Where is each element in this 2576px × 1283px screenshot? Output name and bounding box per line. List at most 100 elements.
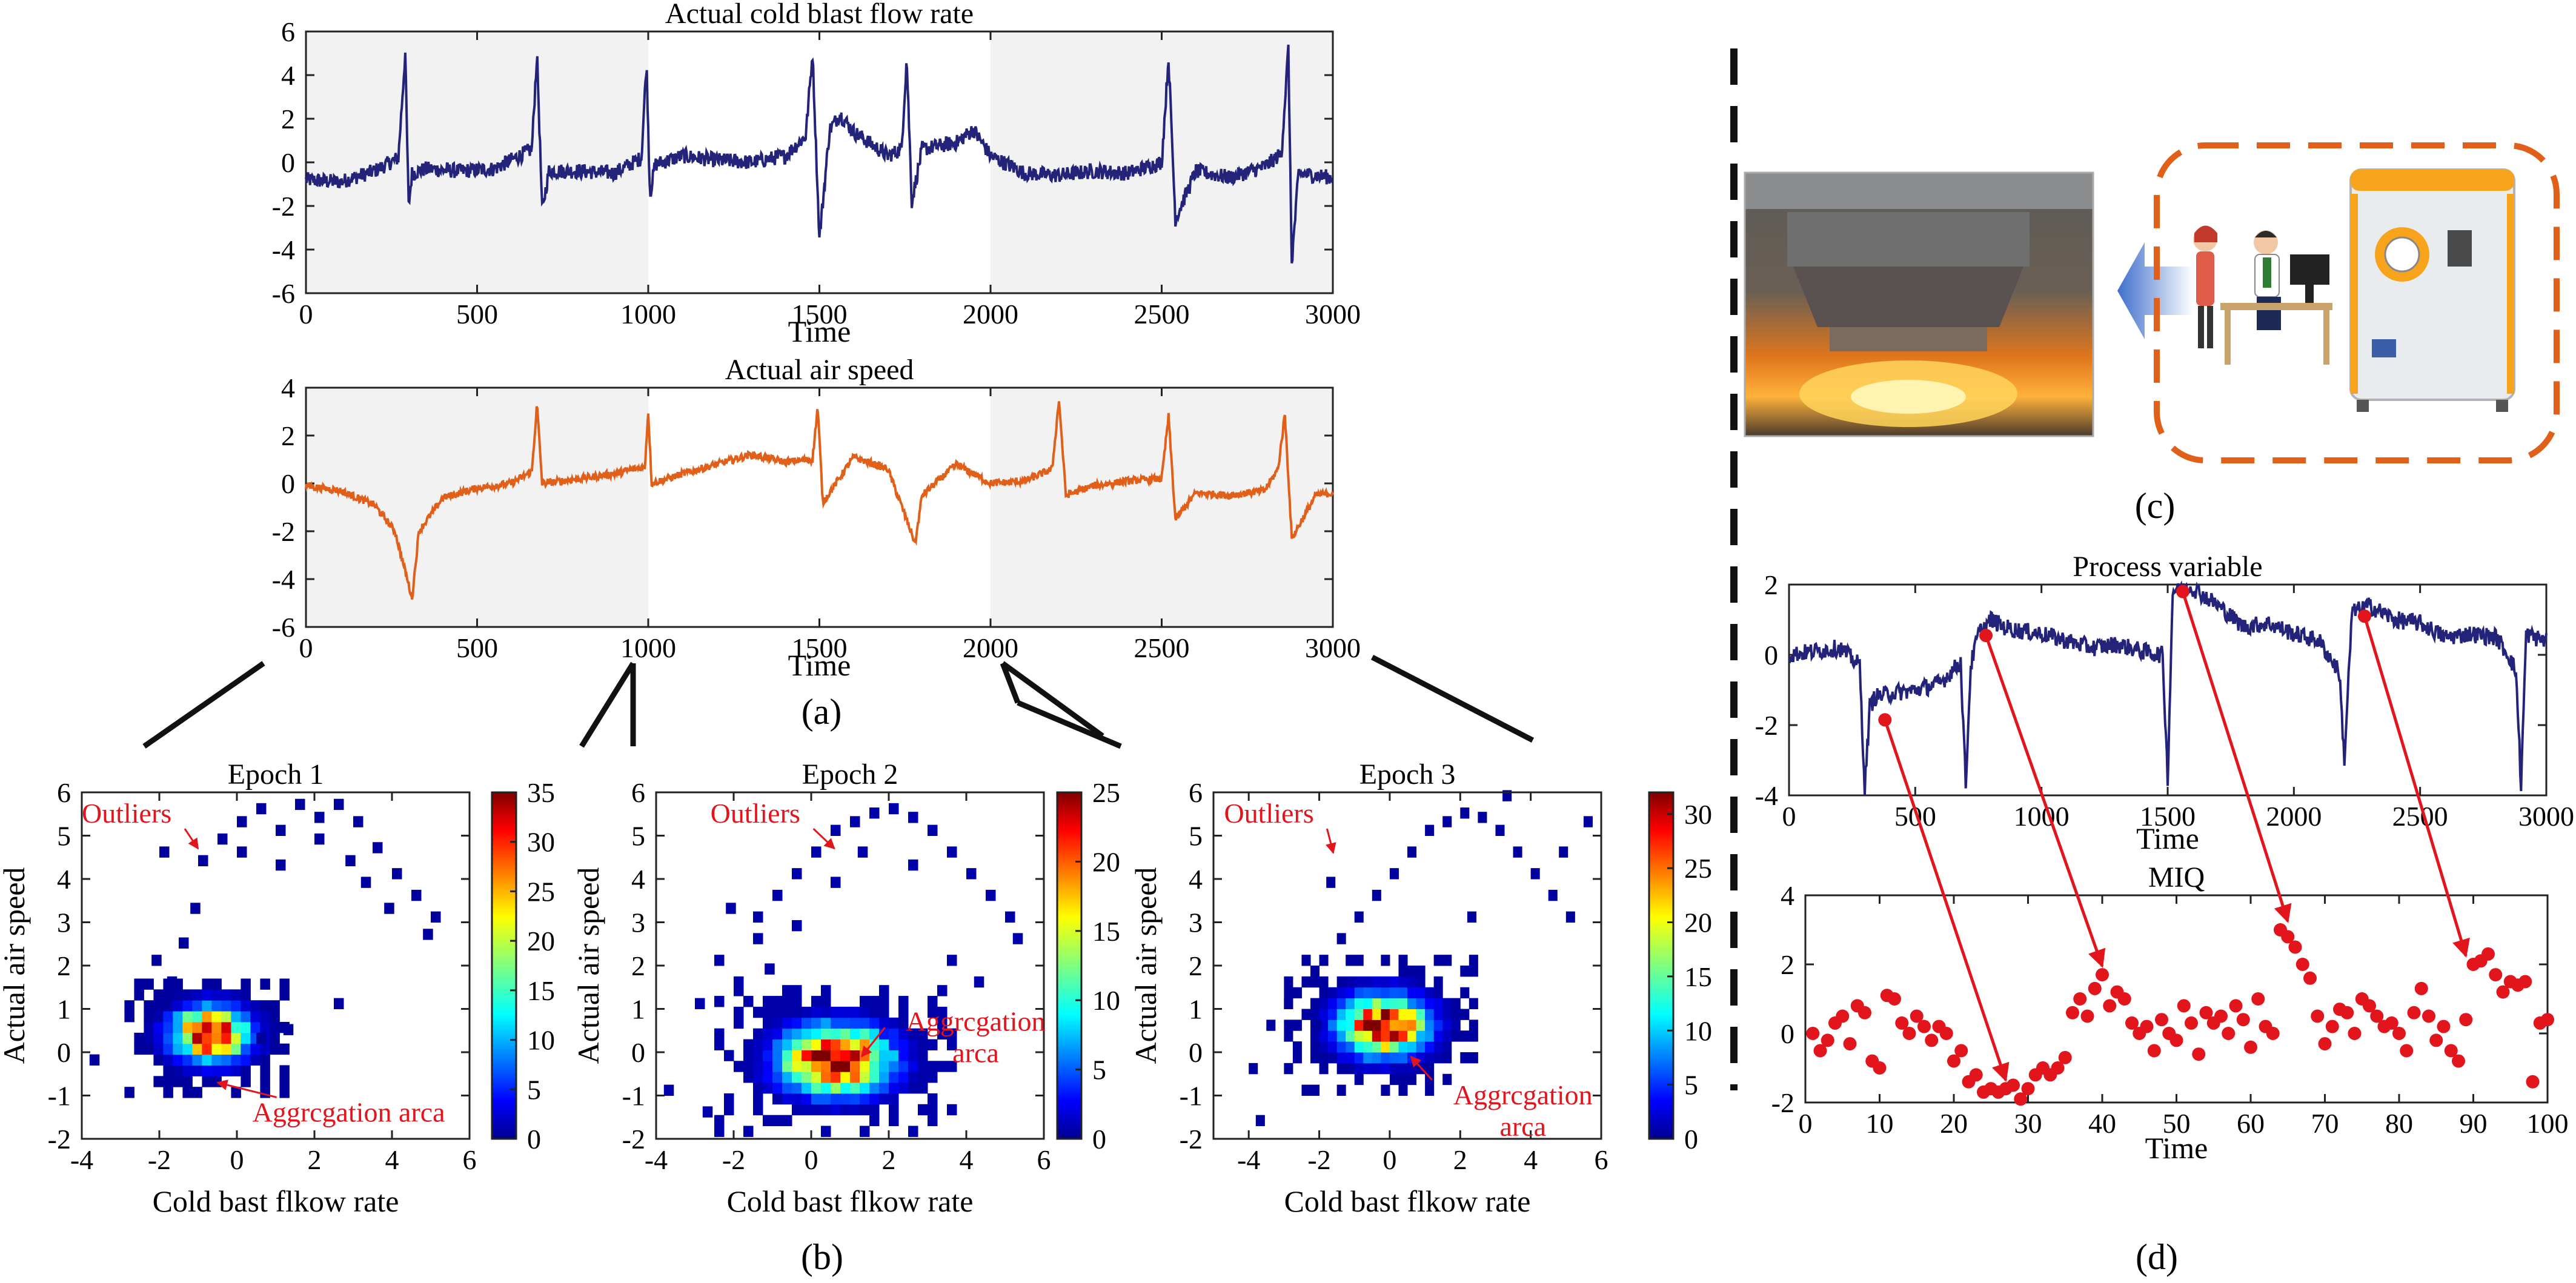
- x-tick-label: 2000: [963, 632, 1018, 663]
- heat-cell: [811, 1017, 822, 1029]
- heat-cell: [889, 1082, 899, 1094]
- y-tick-label: 4: [281, 60, 295, 91]
- heat-cell: [879, 1093, 889, 1105]
- heat-cell: [221, 1043, 231, 1055]
- heat-cell: [802, 1050, 812, 1061]
- left-arrow-icon: [2117, 242, 2193, 339]
- heat-cell: [928, 1115, 938, 1127]
- heat-cell: [889, 1093, 899, 1105]
- heat-cell: [1381, 1019, 1390, 1031]
- heat-cell: [1398, 1052, 1408, 1064]
- heat-cell: [772, 1093, 783, 1105]
- scatter-point: [2073, 992, 2087, 1006]
- heat-cell: [1381, 1009, 1390, 1020]
- heat-cell: [1389, 1052, 1399, 1064]
- heat-cell: [1398, 1073, 1408, 1086]
- scatter-point: [1969, 1068, 1983, 1082]
- heat-cell: [182, 1011, 193, 1023]
- x-tick-label: 0: [1799, 1108, 1813, 1139]
- heat-cell: [898, 1017, 909, 1029]
- annotation-aggregation: Aggrcgation arca: [253, 1096, 445, 1127]
- heat-cell: [792, 1104, 802, 1116]
- heat-cell: [792, 1082, 802, 1094]
- heat-cell: [1407, 987, 1417, 999]
- heat-cell: [270, 1032, 280, 1044]
- heat-cell: [1416, 987, 1426, 999]
- heat-cell: [869, 1093, 880, 1105]
- heat-cell: [1372, 1030, 1381, 1042]
- x-tick-label: -4: [1237, 1144, 1260, 1175]
- heat-cell: [821, 1072, 831, 1083]
- scatter-point: [1925, 1033, 1939, 1047]
- heat-cell: [782, 1115, 792, 1127]
- heat-cell: [182, 1076, 193, 1087]
- heat-cell: [821, 1093, 831, 1105]
- heat-cell: [898, 1039, 909, 1050]
- heat-cell: [821, 1061, 831, 1072]
- outlier-cell: [411, 889, 422, 901]
- heat-cell: [134, 978, 144, 990]
- heat-cell: [1363, 1030, 1373, 1042]
- heat-cell: [134, 1032, 144, 1044]
- chart-title: Epoch 2: [802, 758, 898, 791]
- y-tick-label: 4: [1781, 880, 1794, 911]
- heat-cell: [241, 1011, 251, 1023]
- x-tick-label: 1000: [620, 299, 676, 330]
- heat-cell: [1381, 1063, 1390, 1075]
- chart-air-speed: 0 500 1000 1500 2000 2500 3000 -6 -4 -2 0 2 4 Actual …: [272, 354, 1361, 682]
- heat-cell: [241, 989, 251, 1001]
- x-axis-label: Cold bast flkow rate: [153, 1184, 399, 1218]
- heat-cell: [1398, 966, 1408, 977]
- heat-cell: [173, 1043, 183, 1055]
- heat-cell: [1460, 966, 1470, 977]
- outlier-cell: [276, 859, 286, 871]
- scatter-point: [2541, 1013, 2554, 1027]
- panel-label-a: (a): [802, 692, 842, 732]
- heat-cell: [889, 1115, 899, 1127]
- heat-cell: [1319, 1019, 1329, 1031]
- heat-cell: [211, 989, 222, 1001]
- heat-cell: [1433, 998, 1443, 1009]
- heat-cell: [860, 1072, 870, 1083]
- scatter-point: [2437, 1019, 2451, 1033]
- heat-cell: [869, 1006, 880, 1018]
- scatter-point: [2155, 1013, 2168, 1027]
- heat-cell: [1363, 987, 1373, 999]
- y-tick-label: 2: [1764, 569, 1778, 600]
- heat-cell: [173, 1054, 183, 1066]
- heat-cell: [173, 1000, 183, 1012]
- scatter-point: [1910, 1009, 1924, 1023]
- colorbar-tick-label: 20: [1684, 907, 1712, 938]
- heat-cell: [831, 1104, 841, 1116]
- heat-cell: [1310, 976, 1320, 988]
- heat-cell: [1328, 1009, 1338, 1020]
- scatter-point: [1895, 1016, 1909, 1030]
- x-tick-label: 80: [2385, 1108, 2413, 1139]
- heat-cell: [1363, 1019, 1373, 1031]
- heat-cell: [1372, 1063, 1381, 1075]
- scatter-point: [2251, 992, 2265, 1006]
- heat-cell: [211, 1076, 222, 1087]
- y-tick-label: 2: [1781, 949, 1794, 980]
- x-tick-label: 6: [463, 1144, 477, 1175]
- outlier-cell: [1548, 889, 1558, 901]
- heat-cell: [211, 1021, 222, 1033]
- heat-cell: [811, 996, 822, 1007]
- heat-cell: [928, 1093, 938, 1105]
- heat-cell: [734, 1006, 744, 1018]
- heat-cell: [1292, 987, 1302, 999]
- annotation-aggregation: arca: [1499, 1111, 1546, 1142]
- heat-cell: [1469, 1030, 1478, 1042]
- heat-cell: [821, 985, 831, 996]
- heat-cell: [1460, 1052, 1470, 1064]
- mapping-arrow: [2181, 591, 2292, 923]
- heat-cell: [1372, 1009, 1381, 1020]
- colorbar-tick-label: 0: [1684, 1124, 1698, 1155]
- heat-cell: [898, 1082, 909, 1094]
- heat-cell: [279, 1087, 290, 1098]
- heat-cell: [889, 1028, 899, 1040]
- scatter-point: [2392, 1027, 2406, 1040]
- heat-cell: [782, 1050, 792, 1061]
